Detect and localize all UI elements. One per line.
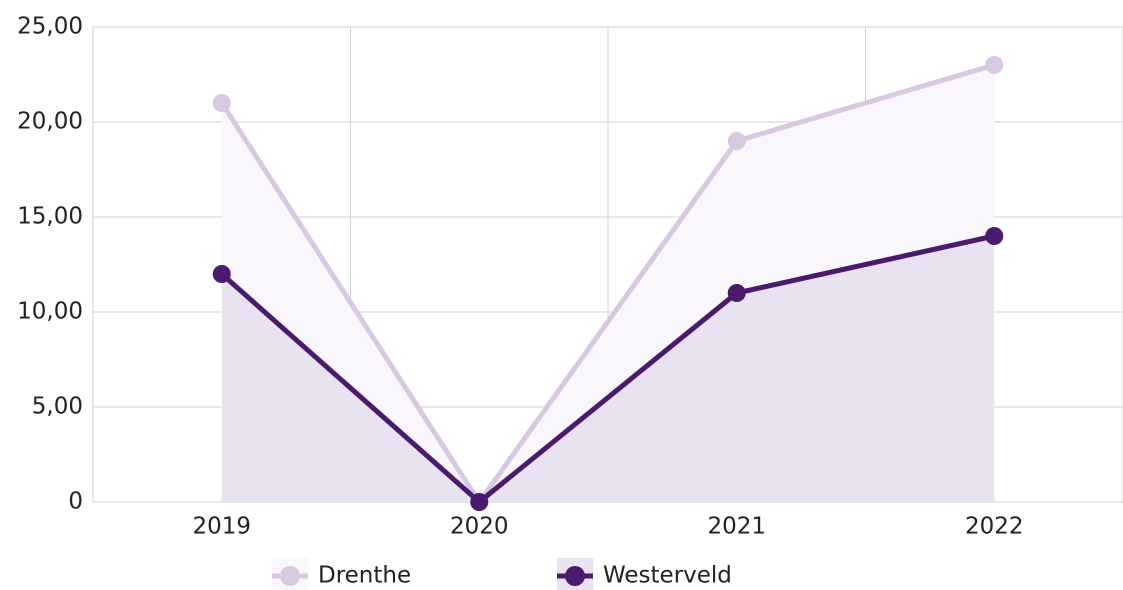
legend-marker: [565, 566, 585, 586]
point: [985, 56, 1004, 74]
y-tick-label: 25,00: [17, 14, 83, 40]
y-tick-label: 20,00: [17, 109, 83, 135]
x-tick-label: 2022: [965, 514, 1024, 540]
y-tick-label: 15,00: [17, 204, 83, 230]
point: [985, 227, 1004, 245]
y-tick-label: 0: [68, 489, 83, 515]
x-tick-label: 2019: [192, 514, 251, 540]
x-tick-label: 2021: [707, 514, 766, 540]
legend-marker: [280, 566, 300, 586]
area: [221, 236, 995, 502]
y-tick-label: 5,00: [32, 394, 83, 420]
y-tick-label: 10,00: [17, 299, 83, 325]
line: [219, 62, 995, 505]
point: [212, 265, 231, 283]
legend-label: Drenthe: [318, 563, 411, 589]
point: [470, 493, 489, 511]
point: [727, 284, 746, 302]
point: [727, 132, 746, 150]
point: [212, 94, 231, 112]
legend-label: Westerveld: [603, 563, 732, 589]
line: [220, 233, 995, 505]
x-tick-label: 2020: [450, 514, 509, 540]
